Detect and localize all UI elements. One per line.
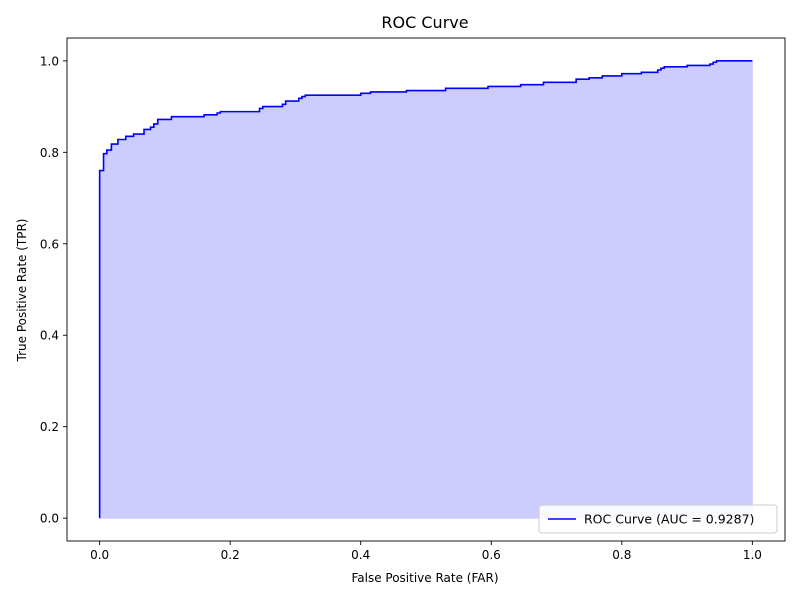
roc-curve-line — [98, 60, 753, 519]
roc-area-fill — [99, 60, 753, 519]
x-tick-label: 0.2 — [221, 548, 240, 562]
y-tick-label: 1.0 — [40, 54, 59, 68]
axes-frame — [66, 37, 786, 542]
legend-box — [538, 504, 778, 534]
y-tick-label: 0.0 — [40, 512, 59, 526]
legend-entry-label: ROC Curve (AUC = 0.9287) — [584, 512, 754, 527]
legend: ROC Curve (AUC = 0.9287) — [538, 504, 778, 534]
y-tick-label: 0.6 — [40, 237, 59, 251]
axes: 0.0 0.2 0.4 0.6 0.8 1.0 0.0 0.2 0.4 0.6 0.8 1.0 — [40, 37, 786, 562]
x-tick-label: 0.8 — [612, 548, 631, 562]
chart-title: ROC Curve — [381, 13, 468, 32]
y-axis-label: True Positive Rate (TPR) — [15, 219, 29, 363]
y-tick-label: 0.8 — [40, 146, 59, 160]
x-tick-label: 0.0 — [90, 548, 109, 562]
y-tick-label: 0.2 — [40, 420, 59, 434]
plot-area — [98, 60, 753, 519]
x-tick-label: 1.0 — [743, 548, 762, 562]
x-tick-label: 0.4 — [351, 548, 370, 562]
x-axis-label: False Positive Rate (FAR) — [351, 571, 498, 585]
x-tick-label: 0.6 — [482, 548, 501, 562]
y-tick-label: 0.4 — [40, 329, 59, 343]
